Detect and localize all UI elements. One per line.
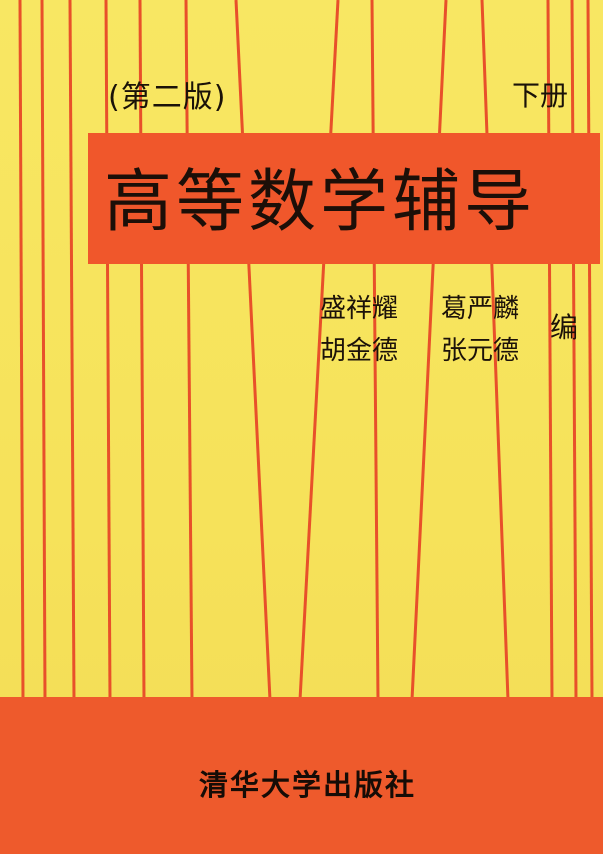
stripe — [104, 0, 112, 701]
stripe — [586, 0, 594, 701]
volume-label: 下册 — [512, 79, 569, 112]
author-name: 盛祥耀 — [320, 294, 399, 324]
stripe — [370, 0, 380, 701]
stripe — [68, 0, 76, 701]
author-name: 葛严麟 — [441, 294, 520, 324]
author-role: 编 — [550, 311, 579, 344]
stripe — [234, 0, 272, 701]
author-name: 胡金德 — [320, 336, 399, 366]
stripe — [18, 0, 25, 701]
stripe — [184, 0, 194, 701]
edition-label: (第二版) — [108, 80, 227, 115]
publisher-name: 清华大学出版社 — [199, 768, 417, 802]
stripe — [480, 0, 510, 701]
title-band — [88, 133, 600, 264]
bottom-band — [0, 697, 603, 854]
book-title: 高等数学辅导 — [104, 163, 537, 242]
stripe — [138, 0, 146, 701]
stripe — [570, 0, 578, 701]
stripe — [40, 0, 47, 701]
stripe — [546, 0, 554, 701]
stripe — [298, 0, 340, 701]
author-name: 张元德 — [441, 336, 520, 366]
stripe — [410, 0, 448, 701]
